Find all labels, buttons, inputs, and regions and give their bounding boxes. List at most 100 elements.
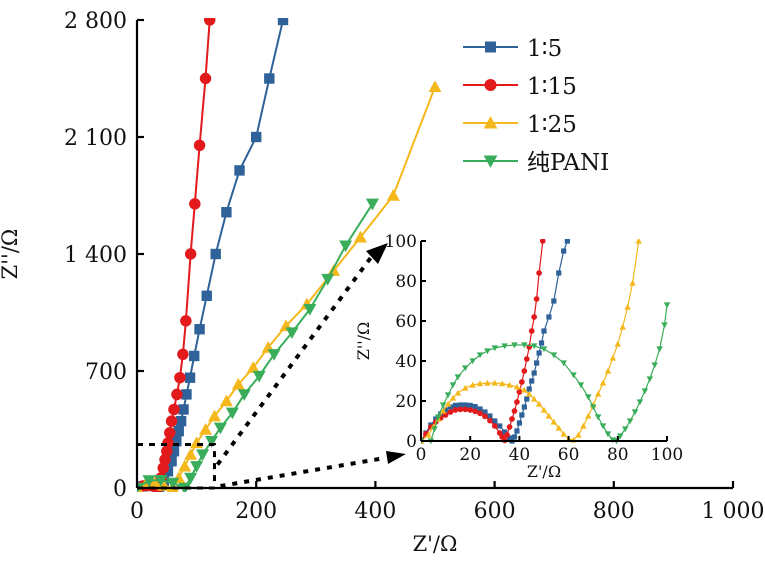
main-series-3-point: [166, 477, 180, 490]
inset-series-2-point: [476, 380, 484, 387]
main-series-0-point: [234, 165, 245, 176]
arrow-head-upper: [366, 243, 388, 264]
main-series-0-point: [166, 456, 177, 467]
inset-y-tick-label: 60: [395, 312, 417, 332]
main-y-tick-label: 700: [85, 360, 127, 385]
inset-series-0-point: [452, 402, 459, 408]
inset-series-2-point: [491, 379, 499, 386]
main-series-0-point: [171, 436, 182, 447]
inset-plot: 0 20 40 60 80 100 0 20 40 60 80 100 Z'/Ω Z''/Ω: [354, 232, 683, 481]
main-series-2-point: [184, 448, 198, 460]
arrow-line-lower: [220, 456, 386, 488]
inset-series-3-point: [476, 352, 484, 359]
inset-series-3-point: [484, 348, 491, 355]
inset-series-3-point: [449, 382, 457, 389]
inset-series-0-point: [467, 402, 473, 408]
inset-series-3-point: [550, 352, 558, 359]
main-series-0-point: [184, 372, 196, 383]
inset-series-3-point: [521, 342, 528, 349]
arrow-head-lower: [386, 451, 406, 464]
legend-marker-triangle-up-icon: [483, 116, 498, 129]
inset-series-0-point: [546, 314, 552, 320]
inset-series-0-point: [482, 409, 488, 415]
inset-series-2-point: [629, 279, 636, 286]
arrow-line-upper: [215, 254, 374, 466]
legend-label: 1∶5: [527, 36, 562, 62]
main-series-3-point: [267, 349, 281, 361]
inset-series-0-point: [521, 404, 527, 410]
legend-label: 1∶15: [527, 74, 577, 100]
inset-series-3-point: [577, 382, 585, 389]
inset-series-1-point: [533, 296, 540, 302]
legend-item: 1∶25: [463, 112, 577, 138]
inset-series-3-point: [656, 346, 663, 353]
inset-y-tick-label: 20: [395, 392, 417, 412]
inset-series-0-point: [433, 416, 439, 422]
legend-item: 纯PANI: [463, 150, 609, 176]
main-series-0-point: [277, 18, 289, 26]
main-series-1-point: [180, 315, 192, 327]
main-x-tick-label: 0: [130, 499, 144, 524]
inset-series-2-point: [624, 303, 631, 310]
main-series-0-point: [162, 466, 174, 477]
main-series-3-point: [321, 273, 335, 286]
main-y-tick-label: 1 400: [64, 243, 127, 268]
main-series-1-point: [162, 437, 174, 449]
inset-series-3-point: [604, 431, 612, 438]
main-x-axis-title: Z'/Ω: [413, 532, 458, 556]
main-series-3-point: [285, 327, 299, 340]
inset-series-0-point: [531, 370, 537, 376]
main-series-1-point: [174, 371, 186, 384]
main-series-2-point: [178, 459, 192, 472]
main-y-tick-label: 0: [113, 477, 127, 502]
main-series-3-point: [205, 436, 218, 448]
legend-marker-circle-icon: [484, 78, 497, 92]
inset-series-0-point: [541, 328, 547, 334]
inset-series-2-point: [609, 354, 617, 361]
inset-series-0-point: [462, 402, 468, 408]
inset-series-2-point: [484, 379, 491, 386]
main-x-tick-label: 1 000: [702, 499, 765, 524]
inset-series-3-point: [594, 414, 602, 421]
legend: 1∶5 1∶15 1∶25 纯PANI: [463, 36, 609, 176]
inset-series-3-point: [661, 322, 668, 329]
inset-series-1-point: [511, 408, 518, 414]
inset-series-0-point: [472, 404, 478, 410]
inset-y-axis-title: Z''/Ω: [354, 322, 373, 361]
inset-series-0-point: [556, 270, 562, 276]
inset-series-3-point: [617, 433, 624, 440]
inset-series-1-point: [536, 270, 542, 276]
inset-series-1-point: [491, 423, 498, 429]
main-y-axis-title: Z''/Ω: [0, 229, 22, 280]
inset-series-2-point: [614, 340, 622, 347]
inset-series-1-point: [509, 416, 515, 422]
legend-label: 纯PANI: [527, 150, 609, 176]
inset-series-3-point: [631, 409, 639, 416]
inset-y-tick-label: 80: [395, 272, 417, 292]
inset-series-2-point: [580, 422, 587, 429]
inset-series-1-point: [487, 417, 493, 424]
inset-y-tick-label: 40: [395, 352, 417, 372]
main-series-1-point: [161, 445, 173, 457]
main-series-0-point: [251, 131, 262, 143]
inset-y-tick-label: 100: [385, 232, 417, 252]
inset-series-1-point: [514, 399, 520, 405]
inset-series-1-point: [462, 406, 469, 413]
inset-series-2-point: [439, 407, 447, 414]
inset-series-2-point: [513, 383, 521, 390]
inset-series-2-point: [454, 389, 462, 396]
main-series-2-point: [354, 230, 367, 243]
main-series-1-point: [199, 72, 212, 85]
inset-series-3-point: [454, 374, 462, 381]
inset-series-1-point: [452, 407, 459, 413]
inset-series-0-point: [538, 340, 545, 346]
main-x-tick-label: 200: [235, 499, 277, 524]
main-series-1-point: [177, 348, 189, 361]
main-series-1-point: [189, 198, 201, 210]
inset-series-line-3: [421, 304, 668, 442]
inset-series-1-point: [506, 424, 513, 430]
legend-marker-triangle-down-icon: [483, 155, 498, 168]
main-series-1-point: [203, 18, 216, 26]
inset-series-1-point: [523, 356, 530, 362]
main-series-group: [137, 18, 442, 492]
